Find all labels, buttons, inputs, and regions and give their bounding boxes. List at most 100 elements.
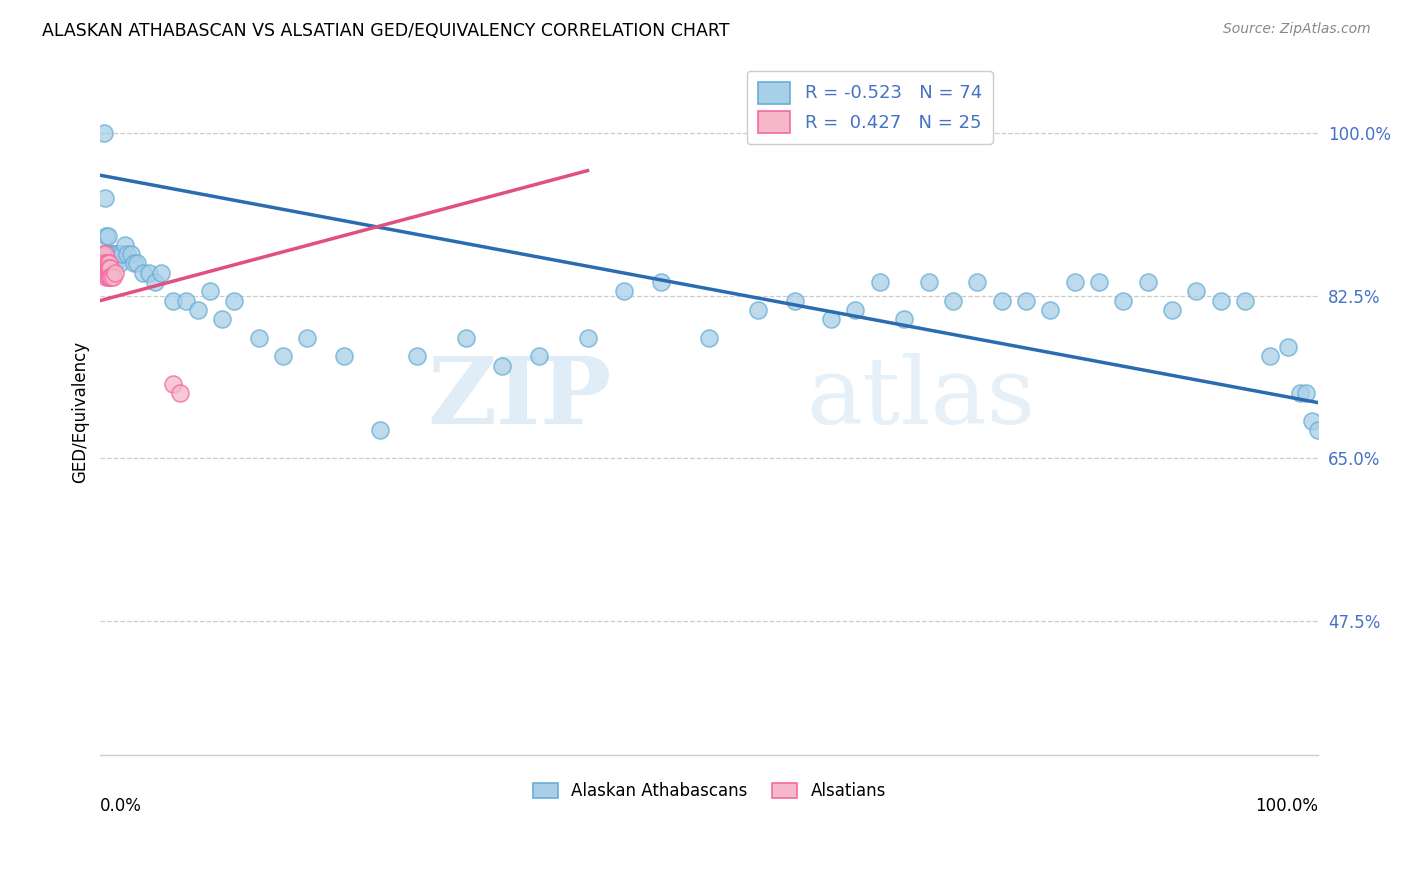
- Point: [917, 275, 939, 289]
- Point: [198, 285, 221, 299]
- Point: [96, 261, 118, 276]
- Point: [1277, 340, 1299, 354]
- Point: [224, 293, 246, 308]
- Point: [101, 270, 124, 285]
- Point: [893, 312, 915, 326]
- Point: [844, 302, 866, 317]
- Point: [297, 331, 319, 345]
- Text: Source: ZipAtlas.com: Source: ZipAtlas.com: [1223, 22, 1371, 37]
- Point: [1295, 386, 1317, 401]
- Point: [96, 270, 118, 285]
- Point: [97, 261, 120, 276]
- Point: [94, 247, 117, 261]
- Point: [1161, 302, 1184, 317]
- Point: [97, 256, 120, 270]
- Text: 100.0%: 100.0%: [1256, 797, 1319, 814]
- Point: [1258, 349, 1281, 363]
- Point: [162, 377, 184, 392]
- Point: [1039, 302, 1062, 317]
- Point: [97, 270, 120, 285]
- Point: [942, 293, 965, 308]
- Point: [97, 256, 120, 270]
- Point: [111, 247, 134, 261]
- Point: [247, 331, 270, 345]
- Point: [97, 228, 120, 243]
- Point: [613, 285, 636, 299]
- Point: [96, 261, 118, 276]
- Point: [105, 247, 128, 261]
- Point: [990, 293, 1012, 308]
- Point: [100, 270, 122, 285]
- Point: [406, 349, 429, 363]
- Point: [97, 256, 120, 270]
- Point: [820, 312, 842, 326]
- Point: [96, 228, 118, 243]
- Point: [966, 275, 988, 289]
- Point: [1063, 275, 1085, 289]
- Point: [97, 247, 120, 261]
- Point: [211, 312, 233, 326]
- Point: [1301, 414, 1323, 428]
- Point: [120, 247, 142, 261]
- Point: [783, 293, 806, 308]
- Point: [1289, 386, 1312, 401]
- Point: [93, 261, 115, 276]
- Point: [96, 247, 118, 261]
- Text: atlas: atlas: [807, 353, 1036, 443]
- Point: [869, 275, 891, 289]
- Point: [1136, 275, 1159, 289]
- Point: [100, 256, 122, 270]
- Point: [187, 302, 209, 317]
- Point: [1185, 285, 1208, 299]
- Point: [370, 424, 392, 438]
- Point: [91, 256, 114, 270]
- Point: [1234, 293, 1257, 308]
- Point: [104, 256, 127, 270]
- Point: [103, 247, 125, 261]
- Point: [107, 247, 129, 261]
- Point: [100, 247, 122, 261]
- Point: [97, 261, 120, 276]
- Text: ALASKAN ATHABASCAN VS ALSATIAN GED/EQUIVALENCY CORRELATION CHART: ALASKAN ATHABASCAN VS ALSATIAN GED/EQUIV…: [42, 22, 730, 40]
- Point: [169, 386, 191, 401]
- Point: [97, 256, 120, 270]
- Point: [1112, 293, 1135, 308]
- Point: [132, 266, 155, 280]
- Point: [108, 256, 131, 270]
- Point: [174, 293, 197, 308]
- Point: [271, 349, 294, 363]
- Point: [1015, 293, 1038, 308]
- Point: [90, 247, 112, 261]
- Point: [115, 247, 138, 261]
- Y-axis label: GED/Equivalency: GED/Equivalency: [72, 341, 89, 483]
- Point: [94, 256, 117, 270]
- Point: [93, 256, 115, 270]
- Point: [93, 256, 115, 270]
- Point: [1308, 424, 1330, 438]
- Point: [138, 266, 160, 280]
- Point: [125, 256, 148, 270]
- Point: [97, 270, 120, 285]
- Point: [697, 331, 720, 345]
- Point: [143, 275, 166, 289]
- Point: [162, 293, 184, 308]
- Point: [114, 238, 136, 252]
- Point: [91, 261, 114, 276]
- Point: [98, 247, 121, 261]
- Point: [101, 247, 124, 261]
- Point: [93, 127, 115, 141]
- Point: [491, 359, 513, 373]
- Point: [1209, 293, 1232, 308]
- Point: [98, 256, 121, 270]
- Point: [94, 191, 117, 205]
- Point: [98, 261, 121, 276]
- Point: [747, 302, 769, 317]
- Point: [97, 247, 120, 261]
- Point: [98, 270, 121, 285]
- Point: [104, 266, 127, 280]
- Point: [124, 256, 146, 270]
- Point: [150, 266, 173, 280]
- Text: 0.0%: 0.0%: [100, 797, 142, 814]
- Legend: Alaskan Athabascans, Alsatians: Alaskan Athabascans, Alsatians: [524, 774, 894, 809]
- Point: [576, 331, 599, 345]
